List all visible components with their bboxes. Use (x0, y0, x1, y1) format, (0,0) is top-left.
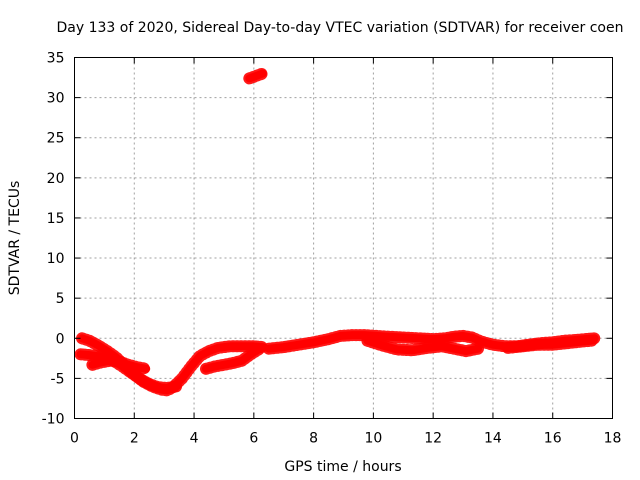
y-tick-label: 35 (47, 51, 65, 67)
plot-frame (74, 57, 613, 419)
y-tick-label: -5 (51, 371, 65, 387)
axis-ticks (74, 57, 613, 419)
x-tick-label: 14 (484, 431, 502, 447)
y-tick-label: -10 (42, 412, 65, 428)
y-tick-label: 0 (56, 331, 65, 347)
x-tick-label: 0 (70, 431, 79, 447)
series-track-g-marks (501, 334, 598, 354)
y-tick-label: 10 (47, 251, 65, 267)
x-tick-label: 6 (249, 431, 258, 447)
chart-title: Day 133 of 2020, Sidereal Day-to-day VTE… (57, 20, 624, 36)
y-tick-label: 15 (47, 211, 65, 227)
x-tick-label: 8 (309, 431, 318, 447)
y-tick-labels: -10 -5 0 5 10 15 20 25 30 35 (42, 51, 65, 428)
series-track-d-marks (200, 342, 266, 375)
grid (74, 57, 613, 419)
x-tick-label: 12 (424, 431, 442, 447)
series-track-b-marks (74, 348, 183, 394)
y-tick-label: 20 (47, 171, 65, 187)
y-axis-label: SDTVAR / TECUs (7, 181, 23, 296)
data-series (74, 67, 601, 397)
y-tick-label: 5 (56, 291, 65, 307)
x-tick-label: 4 (190, 431, 199, 447)
x-tick-label: 16 (544, 431, 562, 447)
y-tick-label: 25 (47, 131, 65, 147)
x-tick-label: 2 (130, 431, 139, 447)
x-tick-label: 18 (604, 431, 622, 447)
series-track-h-marks (243, 67, 269, 85)
series-track-f-marks (361, 334, 484, 358)
x-tick-label: 10 (364, 431, 382, 447)
y-tick-label: 30 (47, 91, 65, 107)
x-axis-label: GPS time / hours (284, 459, 401, 475)
x-tick-labels: 0 2 4 6 8 10 12 14 16 18 (70, 431, 621, 447)
series-track-c-marks (86, 354, 153, 375)
